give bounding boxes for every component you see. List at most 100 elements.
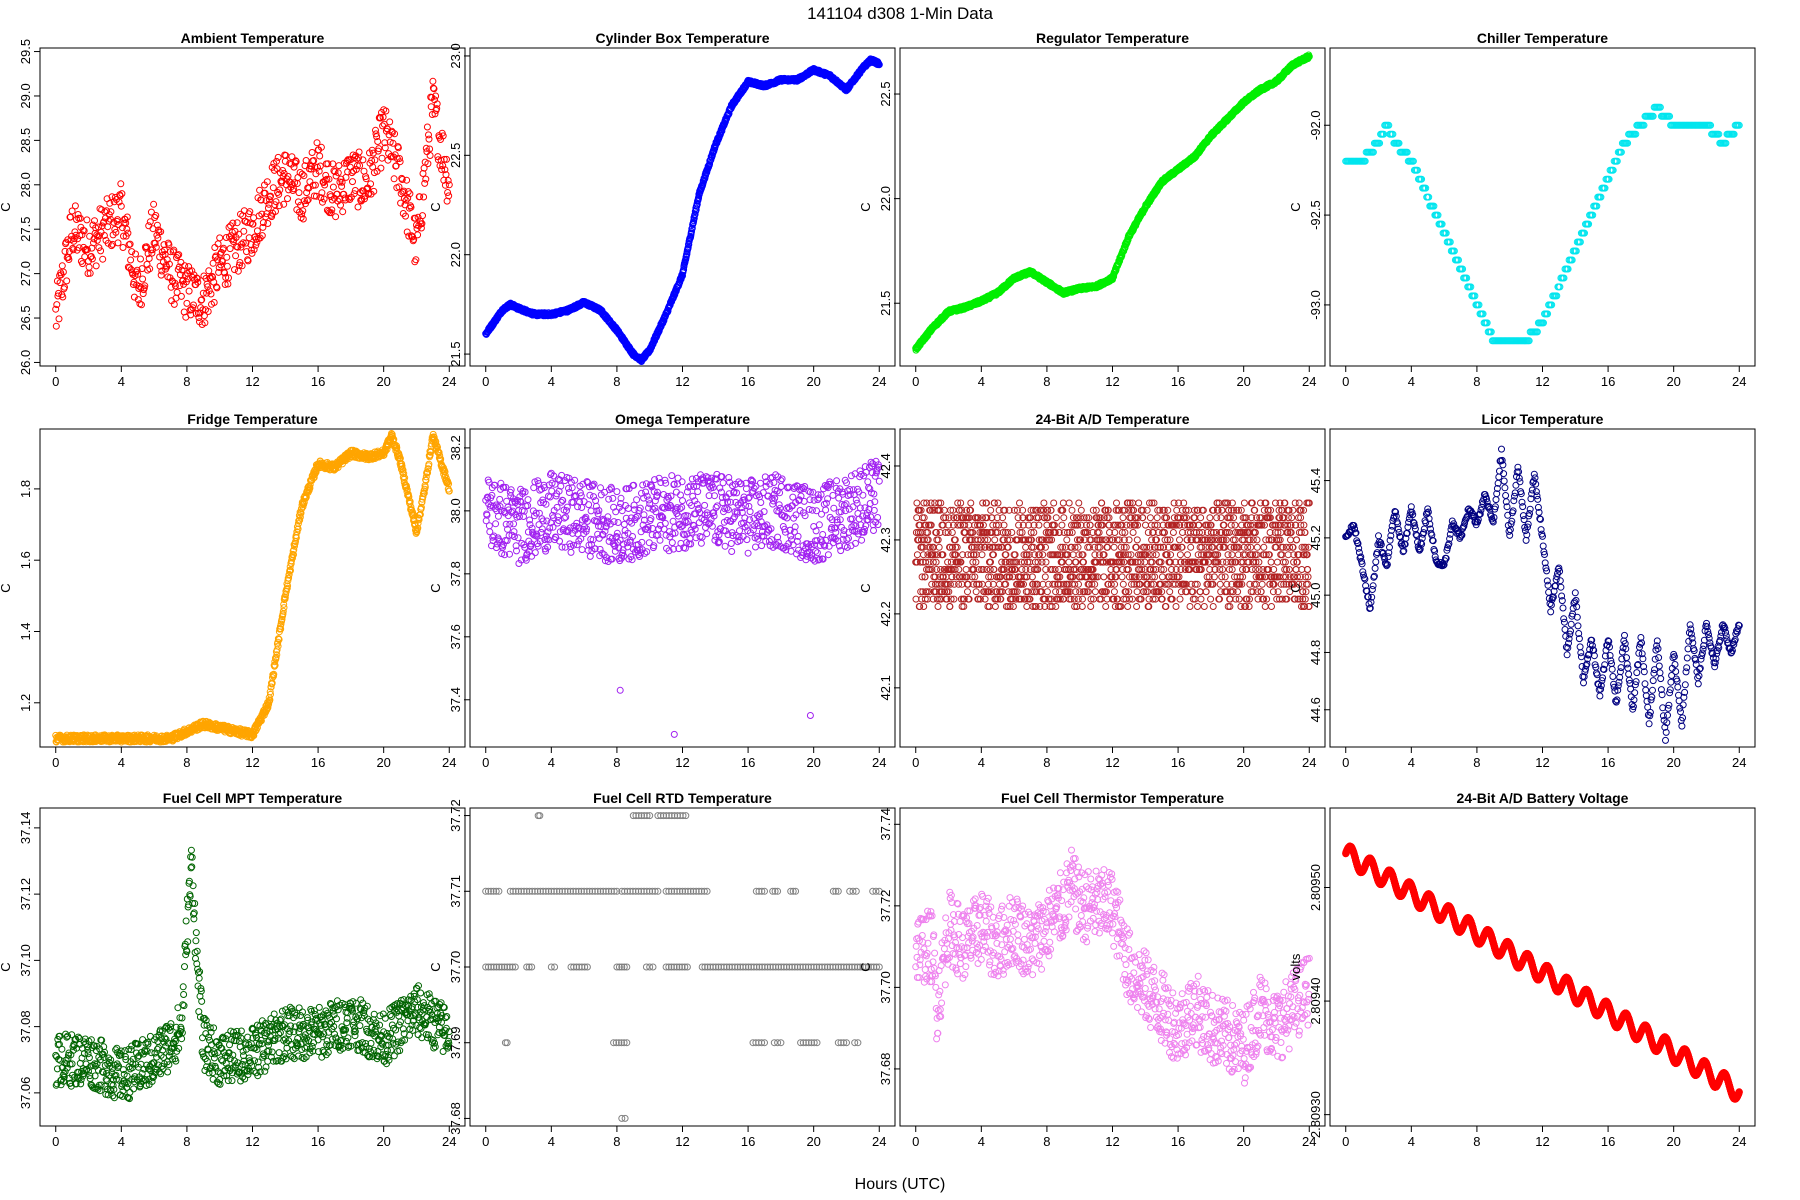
data-point [146, 265, 154, 273]
data-point [212, 252, 220, 260]
data-point [422, 144, 430, 152]
data-point [141, 282, 149, 290]
data-point [127, 256, 135, 264]
data-point [179, 276, 187, 284]
data-point [148, 249, 156, 257]
data-point [425, 131, 432, 139]
data-point [372, 130, 380, 138]
data-point [323, 175, 331, 183]
data-point [223, 253, 231, 261]
panels: Ambient TemperatureC0481216202426.026.52… [0, 30, 1756, 1149]
y-tick-label: 27.5 [18, 217, 33, 242]
data-point [300, 172, 308, 180]
data-point [351, 154, 359, 161]
x-tick-label: 16 [1601, 374, 1615, 389]
y-tick-label: 22.0 [878, 186, 893, 211]
data-point [233, 219, 241, 227]
data-point [220, 244, 227, 252]
data-point [59, 293, 67, 301]
data-point [126, 240, 134, 248]
data-point [235, 261, 243, 269]
x-tick-label: 16 [311, 374, 325, 389]
data-point [307, 165, 315, 173]
chart-title: Regulator Temperature [1036, 30, 1189, 46]
data-point [187, 305, 195, 313]
data-point [265, 196, 273, 204]
data-point [324, 160, 332, 168]
data-point [331, 168, 339, 176]
data-point [354, 203, 362, 211]
x-tick-label: 8 [613, 374, 620, 389]
data-point [398, 176, 406, 183]
chart-title: Ambient Temperature [181, 30, 325, 46]
data-point [396, 158, 404, 166]
data-point [106, 199, 114, 207]
data-point [257, 196, 265, 204]
y-tick-label: -93.0 [1308, 290, 1323, 320]
data-point [381, 139, 389, 147]
data-point [397, 199, 405, 207]
data-point [315, 167, 323, 175]
data-point [253, 227, 261, 235]
data-point [165, 241, 173, 249]
data-point [381, 144, 389, 152]
x-tick-label: 24 [1302, 374, 1316, 389]
data-point [299, 207, 307, 215]
data-point [176, 271, 184, 279]
y-tick-label: -92.5 [1308, 200, 1323, 230]
data-point [298, 170, 306, 178]
data-point [165, 260, 173, 268]
data-point [222, 274, 230, 281]
data-point [275, 202, 283, 210]
chart-title: Fridge Temperature [187, 411, 318, 427]
data-point [114, 239, 122, 247]
data-point [426, 152, 434, 159]
data-point [425, 135, 433, 143]
data-point [422, 175, 430, 183]
data-point [337, 175, 345, 183]
data-point [430, 85, 438, 93]
chart-panel: Ambient TemperatureC0481216202426.026.52… [0, 30, 466, 389]
data-point [313, 139, 321, 147]
data-point [138, 301, 145, 309]
data-point [414, 213, 422, 221]
data-point [69, 246, 77, 254]
data-point [71, 202, 79, 210]
data-point [223, 262, 231, 270]
data-point [56, 279, 64, 287]
data-series [482, 55, 883, 365]
data-point [108, 242, 115, 250]
data-point [302, 157, 310, 164]
data-point [386, 118, 394, 126]
data-point [429, 77, 437, 85]
data-point [177, 292, 185, 300]
x-tick-label: 8 [1043, 374, 1050, 389]
data-point [124, 229, 132, 237]
data-point [405, 232, 413, 240]
data-point [261, 189, 269, 197]
data-point [272, 207, 279, 215]
data-series [52, 77, 453, 330]
data-point [150, 200, 158, 208]
data-point [111, 225, 119, 233]
data-point [318, 189, 326, 197]
data-point [153, 221, 161, 229]
data-point [303, 197, 311, 205]
data-point [170, 246, 178, 254]
data-point [238, 240, 246, 248]
data-point [198, 296, 206, 304]
data-point [230, 236, 238, 244]
data-point [416, 193, 424, 201]
x-tick-label: 20 [1666, 374, 1680, 389]
data-point [250, 246, 258, 254]
data-point [214, 256, 221, 264]
data-point [97, 247, 105, 255]
data-point [341, 196, 349, 204]
data-point [92, 224, 100, 232]
data-point [396, 155, 403, 162]
x-tick-label: 16 [1171, 374, 1185, 389]
data-point [275, 190, 283, 198]
data-point [185, 287, 193, 295]
data-point [353, 162, 361, 170]
data-point [96, 205, 104, 213]
